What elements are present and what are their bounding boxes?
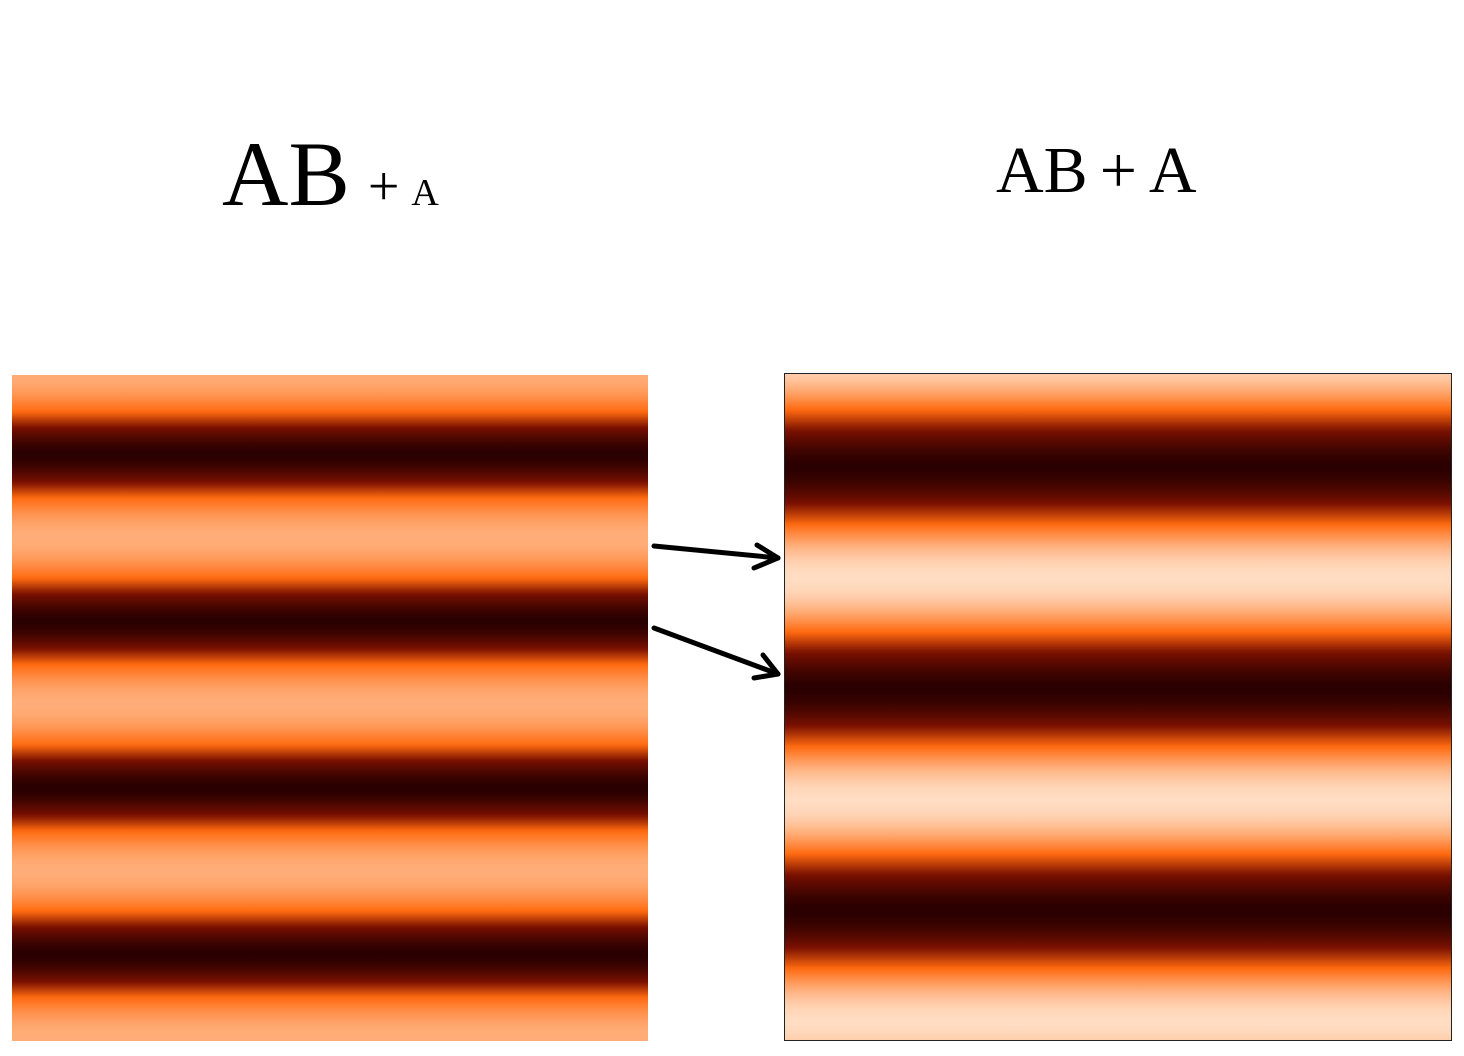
label-right-main: AB [996, 134, 1088, 207]
label-right-plus: + [1099, 134, 1137, 207]
fringe-pattern-right-image [785, 374, 1451, 1040]
arrow-upper [651, 542, 781, 571]
fringe-pattern-left [12, 375, 648, 1041]
fringe-fill-right [785, 374, 1451, 1040]
fringe-fill-left [12, 375, 648, 1041]
label-left-sub: A [411, 172, 439, 214]
fringe-pattern-left-image [12, 375, 648, 1041]
label-left-main: AB [222, 123, 350, 225]
label-right: AB + A [996, 138, 1197, 204]
fringe-pattern-right [784, 373, 1452, 1041]
label-left: AB + A [222, 128, 439, 220]
label-left-plus: + [367, 156, 400, 218]
label-right-sub: A [1148, 134, 1197, 207]
arrow-lower [651, 625, 781, 681]
